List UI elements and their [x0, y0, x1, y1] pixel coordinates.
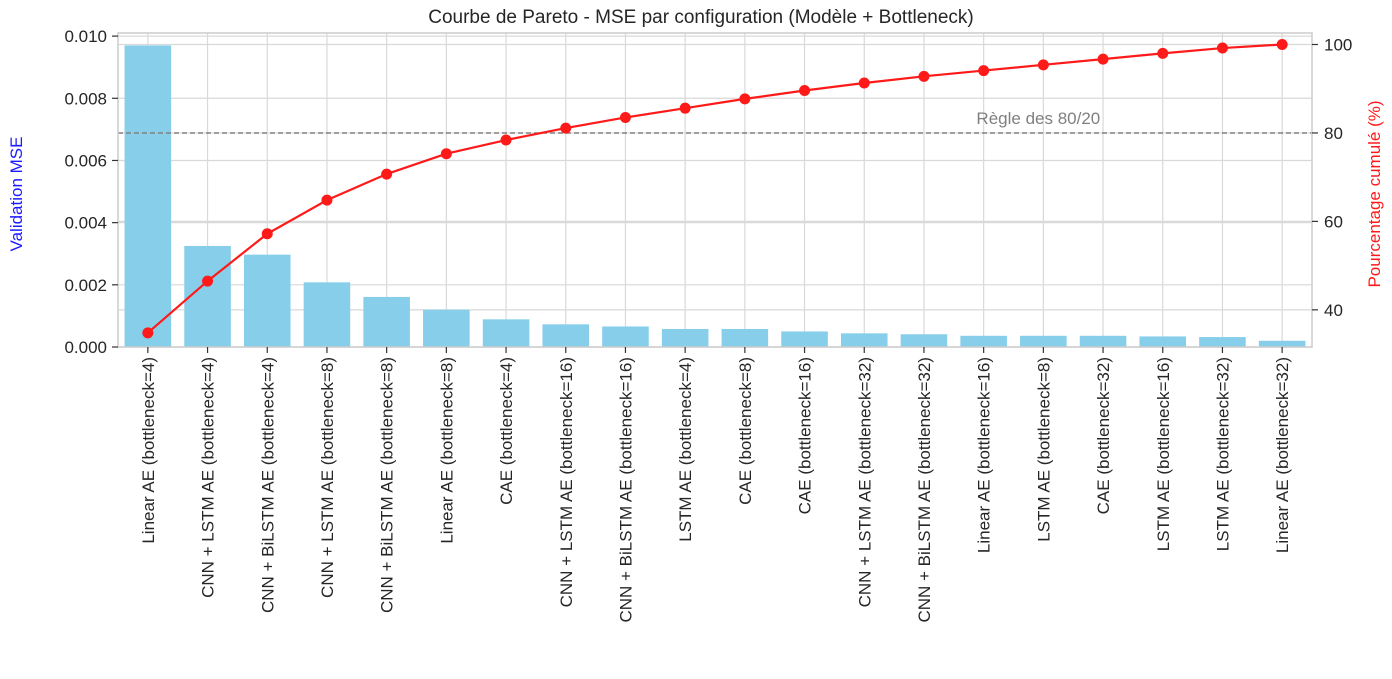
cumulative-point [381, 168, 393, 180]
x-tick-label: Linear AE (bottleneck=32) [1273, 357, 1292, 553]
cumulative-point [1097, 53, 1109, 65]
cumulative-point [321, 194, 333, 206]
bar [482, 319, 530, 347]
x-tick-label: LSTM AE (bottleneck=32) [1213, 357, 1232, 551]
cumulative-point [560, 122, 572, 134]
x-tick-label: CNN + LSTM AE (bottleneck=16) [557, 357, 576, 607]
bar [1020, 335, 1067, 347]
chart-title: Courbe de Pareto - MSE par configuration… [428, 7, 973, 28]
x-tick-label: LSTM AE (bottleneck=4) [676, 357, 695, 542]
bar [721, 328, 769, 347]
bar [781, 331, 828, 347]
bar [542, 324, 590, 347]
x-tick-label: CNN + LSTM AE (bottleneck=4) [199, 357, 218, 598]
reference-line-layer: Règle des 80/20 [118, 109, 1312, 134]
x-tick-labels: Linear AE (bottleneck=4) CNN + LSTM AE (b… [139, 357, 1292, 623]
cumulative-point [739, 93, 751, 105]
cumulative-line [147, 43, 1283, 334]
plot-frame [117, 32, 1313, 348]
cumulative-point [202, 275, 214, 287]
x-tick-label: Linear AE (bottleneck=8) [437, 357, 456, 544]
y2-tick-label: 100 [1324, 35, 1352, 54]
cumulative-point [978, 65, 990, 77]
y-tick-label: 0.002 [64, 276, 107, 295]
axes-layer: 0.000 0.002 0.004 0.006 0.008 0.010 40 60 80 100 [64, 27, 1352, 357]
cumulative-point [619, 111, 631, 123]
y2-tick-label: 80 [1324, 124, 1343, 143]
bar [1199, 337, 1246, 347]
bar [184, 245, 231, 347]
bar [363, 296, 410, 347]
y-tick-label: 0.008 [64, 89, 107, 108]
y-tick-label: 0.006 [64, 151, 107, 170]
x-tick-label: CNN + BiLSTM AE (bottleneck=4) [258, 357, 277, 613]
bar [900, 334, 948, 347]
bar [840, 333, 888, 347]
cumulative-point [799, 84, 811, 96]
cumulative-point [1037, 59, 1049, 71]
bar [661, 328, 709, 347]
y2-tick-label: 60 [1324, 212, 1343, 231]
cumulative-point [261, 228, 273, 240]
y-tick-label: 0.000 [64, 338, 107, 357]
x-tick-label: CAE (bottleneck=4) [497, 357, 516, 505]
cumulative-point [440, 148, 452, 160]
x-tick-label: CAE (bottleneck=32) [1094, 357, 1113, 514]
bar [1258, 340, 1306, 347]
x-tick-label: CNN + LSTM AE (bottleneck=8) [318, 357, 337, 598]
pareto-rule-label: Règle des 80/20 [976, 109, 1100, 128]
x-tick-label: CNN + BiLSTM AE (bottleneck=32) [915, 357, 934, 623]
cumulative-point [142, 327, 154, 339]
x-tick-label: CNN + LSTM AE (bottleneck=32) [855, 357, 874, 607]
x-tick-label: LSTM AE (bottleneck=8) [1034, 357, 1053, 542]
x-tick-label: Linear AE (bottleneck=16) [975, 357, 994, 553]
bar [602, 326, 649, 347]
cumulative-point [500, 134, 512, 146]
cumulative-line-layer [142, 38, 1288, 339]
x-tick-label: CNN + BiLSTM AE (bottleneck=16) [616, 357, 635, 623]
cumulative-point [679, 102, 691, 114]
bar [243, 254, 291, 347]
bar [1139, 336, 1187, 347]
cumulative-point [858, 77, 870, 89]
grid-layer [118, 33, 1312, 348]
bar [1079, 335, 1127, 347]
cumulative-point [1276, 38, 1288, 50]
y-tick-label: 0.010 [64, 27, 107, 46]
bar [124, 45, 172, 348]
bar [423, 309, 470, 347]
y-axis-label: Validation MSE [7, 137, 26, 252]
x-tick-label: CAE (bottleneck=8) [736, 357, 755, 505]
x-tick-label: CAE (bottleneck=16) [796, 357, 815, 514]
y2-axis-label: Pourcentage cumulé (%) [1365, 100, 1384, 287]
y-tick-label: 0.004 [64, 214, 107, 233]
cumulative-point [1216, 42, 1228, 54]
bars-layer [124, 45, 1306, 348]
x-tick-label: Linear AE (bottleneck=4) [139, 357, 158, 544]
cumulative-point [1157, 47, 1169, 59]
bar [303, 282, 351, 347]
x-tick-label: CNN + BiLSTM AE (bottleneck=8) [378, 357, 397, 613]
y2-tick-label: 40 [1324, 301, 1343, 320]
bar [960, 335, 1007, 347]
cumulative-point [918, 70, 930, 82]
x-tick-label: LSTM AE (bottleneck=16) [1154, 357, 1173, 551]
